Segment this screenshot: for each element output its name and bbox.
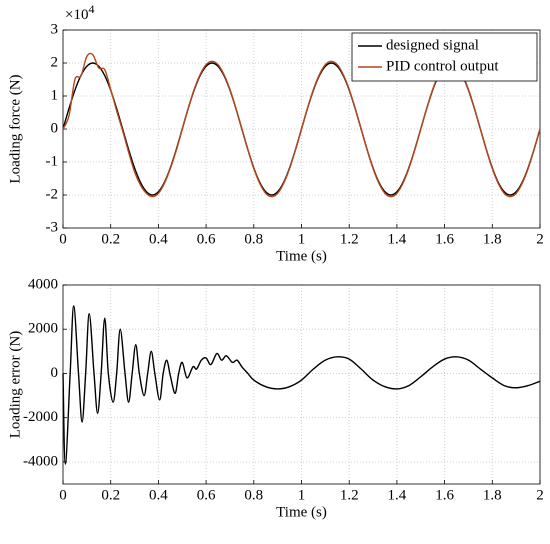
legend-label: PID control output [386, 58, 499, 74]
x-tick-label: 1 [298, 231, 306, 247]
legend-label: designed signal [386, 37, 479, 53]
x-tick-label: 0.2 [101, 487, 120, 503]
x-tick-label: 1.2 [340, 487, 359, 503]
x-tick-label: 0 [59, 487, 67, 503]
y-tick-label: 3 [51, 21, 59, 37]
y-multiplier-exp: 4 [88, 2, 94, 16]
y-tick-label: 1 [51, 87, 59, 103]
y-multiplier: ×104 [65, 2, 94, 24]
y-axis-label: Loading force (N) [7, 74, 23, 183]
y-tick-label: -4000 [23, 453, 58, 469]
x-axis-label: Time (s) [276, 504, 327, 520]
x-tick-label: 2 [536, 231, 544, 247]
y-tick-label: 0 [51, 365, 59, 381]
x-tick-label: 0.6 [197, 487, 216, 503]
x-tick-label: 0.8 [244, 231, 263, 247]
x-tick-label: 1.4 [388, 487, 407, 503]
x-axis-label: Time (s) [276, 248, 327, 264]
y-tick-label: -2000 [23, 409, 58, 425]
data-line [62, 305, 541, 465]
y-tick-label: 2000 [28, 321, 58, 337]
x-tick-label: 0.8 [244, 487, 263, 503]
y-tick-label: 4000 [28, 276, 58, 292]
x-tick-label: 1 [298, 487, 306, 503]
x-tick-label: 2 [536, 487, 544, 503]
x-tick-label: 1.2 [340, 231, 359, 247]
y-multiplier-base: ×10 [65, 7, 88, 23]
x-tick-label: 1.6 [435, 487, 454, 503]
x-tick-label: 0.6 [197, 231, 216, 247]
x-tick-label: 1.6 [435, 231, 454, 247]
x-tick-label: 0.2 [101, 231, 120, 247]
x-tick-label: 1.8 [483, 487, 502, 503]
y-tick-label: -2 [46, 186, 59, 202]
x-tick-label: 0.4 [149, 231, 168, 247]
y-axis-label: Loading error (N) [7, 331, 23, 438]
y-tick-label: 0 [51, 120, 59, 136]
y-tick-label: -1 [46, 153, 59, 169]
x-tick-label: 1.4 [388, 231, 407, 247]
x-tick-label: 0.4 [149, 487, 168, 503]
x-tick-label: 1.8 [483, 231, 502, 247]
y-tick-label: 2 [51, 54, 59, 70]
y-tick-label: -3 [46, 219, 59, 235]
legend-box [351, 32, 538, 82]
x-tick-label: 0 [59, 231, 67, 247]
